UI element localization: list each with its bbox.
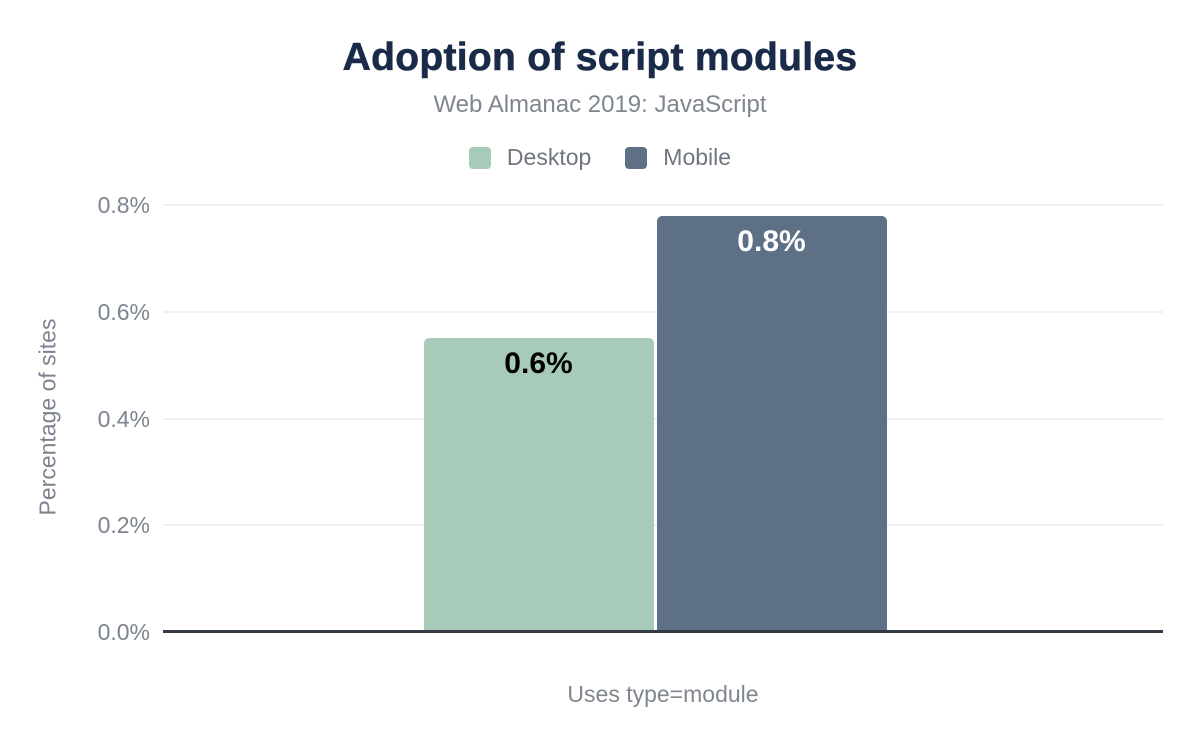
legend-swatch-mobile: [625, 146, 648, 169]
legend-label: Mobile: [663, 144, 732, 170]
legend: Desktop Mobile: [0, 144, 1200, 171]
y-tick-label: 0.4%: [97, 405, 150, 432]
y-tick-label: 0.2%: [97, 512, 150, 539]
chart-subtitle: Web Almanac 2019: JavaScript: [433, 91, 767, 118]
legend-label: Desktop: [506, 144, 592, 170]
chart-title: Adoption of script modules: [342, 36, 858, 80]
gridline: [163, 204, 1163, 206]
y-axis-title: Percentage of sites: [34, 318, 61, 516]
legend-item-mobile: Mobile: [625, 144, 731, 171]
y-tick-label: 0.0%: [97, 619, 150, 645]
bar-value-label-mobile: 0.8%: [737, 224, 806, 258]
bar-value-label-desktop: 0.6%: [504, 347, 573, 381]
x-axis-line: [163, 630, 1163, 633]
y-tick-label: 0.8%: [97, 192, 150, 218]
legend-swatch-desktop: [468, 146, 491, 169]
legend-item-desktop: Desktop: [468, 144, 592, 171]
y-tick-label: 0.6%: [97, 298, 150, 325]
bar-mobile: 0.8%: [656, 215, 887, 632]
bar-desktop: 0.6%: [423, 338, 654, 632]
x-axis-title: Uses type=module: [567, 681, 759, 707]
